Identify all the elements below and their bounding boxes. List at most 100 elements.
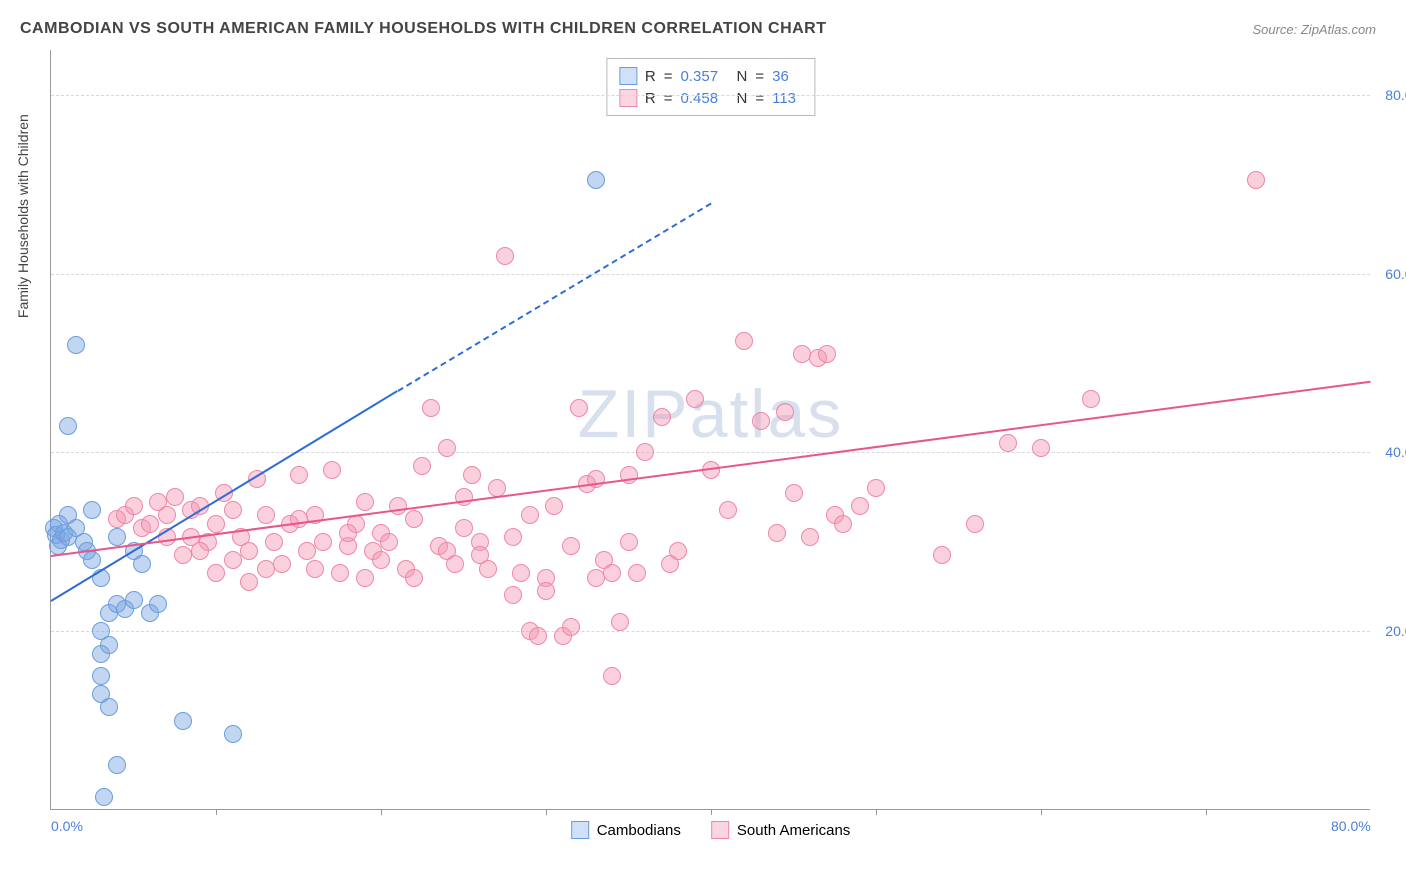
legend-item-south-americans: South Americans	[711, 821, 850, 839]
point-south-americans	[867, 479, 885, 497]
point-cambodians	[125, 591, 143, 609]
source-label: Source: ZipAtlas.com	[1252, 22, 1376, 37]
legend: Cambodians South Americans	[571, 821, 851, 839]
point-south-americans	[620, 533, 638, 551]
point-south-americans	[537, 582, 555, 600]
point-cambodians	[45, 519, 63, 537]
chart-title: CAMBODIAN VS SOUTH AMERICAN FAMILY HOUSE…	[20, 20, 827, 38]
point-south-americans	[1247, 171, 1265, 189]
point-south-americans	[479, 560, 497, 578]
y-tick-label: 60.0%	[1385, 266, 1406, 282]
y-tick-label: 80.0%	[1385, 87, 1406, 103]
point-cambodians	[108, 528, 126, 546]
point-south-americans	[801, 528, 819, 546]
point-south-americans	[471, 546, 489, 564]
stats-row-cambodians: R = 0.357 N = 36	[619, 65, 802, 87]
stats-box: R = 0.357 N = 36 R = 0.458 N = 113	[606, 58, 815, 116]
point-cambodians	[59, 528, 77, 546]
point-south-americans	[380, 533, 398, 551]
point-south-americans	[191, 542, 209, 560]
point-south-americans	[413, 457, 431, 475]
point-south-americans	[785, 484, 803, 502]
point-cambodians	[100, 698, 118, 716]
point-south-americans	[834, 515, 852, 533]
point-south-americans	[1082, 390, 1100, 408]
point-south-americans	[224, 501, 242, 519]
point-south-americans	[405, 569, 423, 587]
point-south-americans	[405, 510, 423, 528]
point-cambodians	[95, 788, 113, 806]
point-south-americans	[331, 564, 349, 582]
point-south-americans	[372, 524, 390, 542]
point-cambodians	[100, 636, 118, 654]
regression-line	[397, 202, 712, 391]
point-south-americans	[290, 466, 308, 484]
point-south-americans	[735, 332, 753, 350]
point-south-americans	[149, 493, 167, 511]
point-south-americans	[966, 515, 984, 533]
point-cambodians	[59, 506, 77, 524]
x-tick-mark	[876, 809, 877, 815]
point-south-americans	[661, 555, 679, 573]
point-cambodians	[92, 645, 110, 663]
regression-line	[50, 390, 398, 602]
grid-line	[51, 452, 1370, 453]
point-south-americans	[471, 533, 489, 551]
regression-line	[51, 381, 1371, 557]
point-south-americans	[323, 461, 341, 479]
point-south-americans	[108, 510, 126, 528]
grid-line	[51, 95, 1370, 96]
point-south-americans	[545, 497, 563, 515]
point-south-americans	[207, 515, 225, 533]
point-south-americans	[298, 542, 316, 560]
y-axis-label: Family Households with Children	[15, 114, 31, 318]
stat-eq: =	[664, 90, 673, 107]
point-cambodians	[92, 667, 110, 685]
stat-r-letter: R	[645, 68, 656, 85]
point-south-americans	[339, 537, 357, 555]
point-south-americans	[314, 533, 332, 551]
point-cambodians	[116, 600, 134, 618]
point-south-americans	[686, 390, 704, 408]
stat-r-value-south-americans: 0.458	[681, 90, 729, 107]
point-cambodians	[47, 526, 65, 544]
point-cambodians	[149, 595, 167, 613]
point-south-americans	[463, 466, 481, 484]
point-south-americans	[719, 501, 737, 519]
x-tick-mark	[1041, 809, 1042, 815]
point-south-americans	[166, 488, 184, 506]
point-cambodians	[55, 524, 73, 542]
point-south-americans	[174, 546, 192, 564]
x-tick-mark	[1206, 809, 1207, 815]
legend-item-cambodians: Cambodians	[571, 821, 681, 839]
swatch-cambodians-icon	[619, 67, 637, 85]
point-south-americans	[446, 555, 464, 573]
grid-line	[51, 274, 1370, 275]
stat-r-letter: R	[645, 90, 656, 107]
x-tick-mark	[381, 809, 382, 815]
point-south-americans	[438, 439, 456, 457]
point-south-americans	[356, 493, 374, 511]
point-south-americans	[158, 506, 176, 524]
point-south-americans	[422, 399, 440, 417]
point-south-americans	[389, 497, 407, 515]
point-south-americans	[290, 510, 308, 528]
point-south-americans	[512, 564, 530, 582]
stat-eq: =	[755, 68, 764, 85]
stat-eq: =	[664, 68, 673, 85]
legend-label-cambodians: Cambodians	[597, 822, 681, 839]
point-south-americans	[826, 506, 844, 524]
point-south-americans	[653, 408, 671, 426]
point-south-americans	[504, 528, 522, 546]
point-south-americans	[818, 345, 836, 363]
point-south-americans	[141, 515, 159, 533]
point-south-americans	[455, 519, 473, 537]
y-tick-label: 20.0%	[1385, 623, 1406, 639]
point-south-americans	[372, 551, 390, 569]
point-south-americans	[240, 573, 258, 591]
plot-area: ZIPatlas R = 0.357 N = 36 R = 0.458 N = …	[50, 50, 1370, 810]
point-south-americans	[496, 247, 514, 265]
stat-n-value-cambodians: 36	[772, 68, 802, 85]
point-south-americans	[1032, 439, 1050, 457]
point-south-americans	[207, 564, 225, 582]
